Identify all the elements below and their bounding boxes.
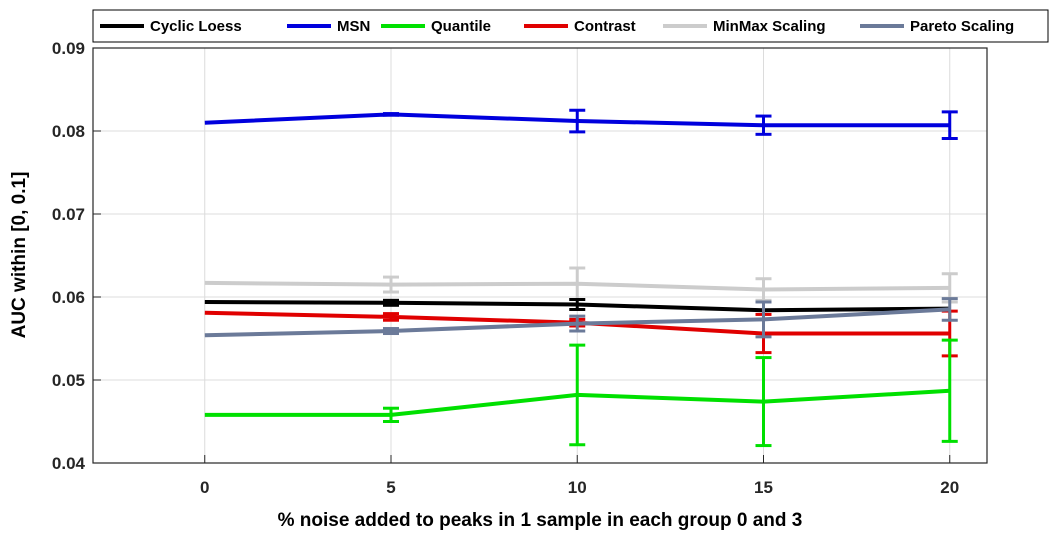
legend-label: MinMax Scaling <box>713 18 826 35</box>
legend-label: Contrast <box>574 18 636 35</box>
plot-area-frame <box>92 47 988 464</box>
x-tick-label: 5 <box>386 478 395 497</box>
series-quantile <box>204 338 958 448</box>
y-tick-label: 0.05 <box>52 371 85 390</box>
axis-ticks: 0.04 0.05 0.06 0.07 0.08 0.09 0 5 10 15 20 <box>52 39 959 497</box>
x-tick-label: 0 <box>200 478 209 497</box>
legend-label: Pareto Scaling <box>910 18 1014 35</box>
legend-label: Quantile <box>431 18 491 35</box>
x-tick-label: 15 <box>754 478 773 497</box>
y-axis-label: AUC within [0, 0.1] <box>9 172 30 339</box>
x-axis-label: % noise added to peaks in 1 sample in ea… <box>278 510 803 531</box>
legend-label: MSN <box>337 18 370 35</box>
series-pareto-scaling <box>204 297 958 339</box>
y-tick-label: 0.07 <box>52 205 85 224</box>
series-lines <box>204 108 958 448</box>
y-tick-label: 0.06 <box>52 288 85 307</box>
y-tick-label: 0.04 <box>52 454 86 473</box>
series-cyclic-loess <box>204 297 950 313</box>
x-tick-label: 20 <box>940 478 959 497</box>
legend: Cyclic Loess MSN Quantile Contrast MinMax Sc… <box>92 9 1049 43</box>
y-tick-label: 0.08 <box>52 122 85 141</box>
x-tick-label: 10 <box>568 478 587 497</box>
legend-label: Cyclic Loess <box>150 18 242 35</box>
y-tick-label: 0.09 <box>52 39 85 58</box>
series-msn <box>204 108 958 140</box>
